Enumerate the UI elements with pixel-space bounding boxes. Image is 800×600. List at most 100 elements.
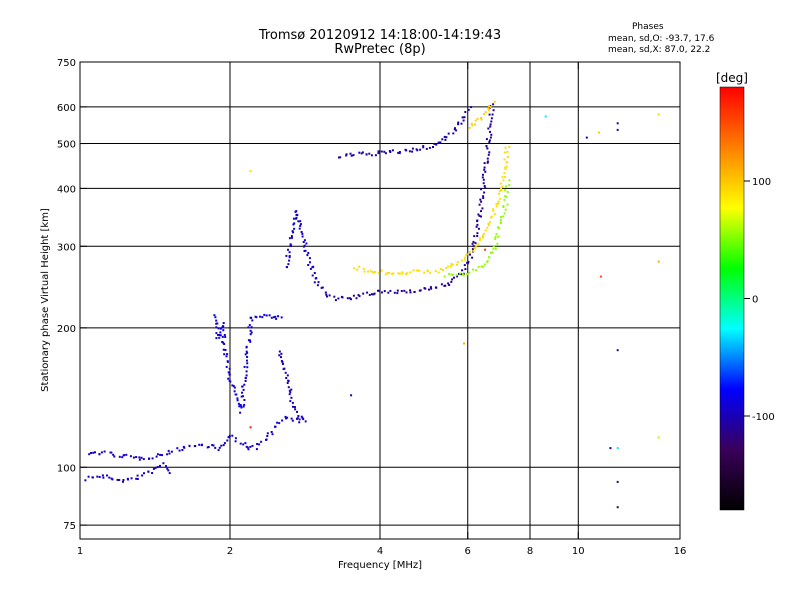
- trace-point: [406, 272, 409, 275]
- trace-point: [405, 149, 408, 152]
- trace-point: [437, 271, 440, 274]
- trace-point: [367, 270, 369, 273]
- trace-point: [275, 317, 278, 320]
- scatter-point: [657, 260, 660, 263]
- trace-point: [216, 322, 219, 325]
- trace-point: [251, 319, 254, 322]
- trace-point: [377, 150, 380, 153]
- trace-point: [440, 283, 443, 286]
- trace-point: [245, 346, 248, 349]
- trace-point: [223, 353, 226, 356]
- trace-point: [290, 388, 293, 391]
- trace-point: [240, 395, 243, 398]
- trace-point: [348, 297, 351, 300]
- trace-point: [222, 322, 225, 324]
- trace-point: [339, 156, 342, 159]
- trace-point: [246, 351, 249, 354]
- trace-point: [282, 368, 285, 371]
- x-tick-label: 4: [377, 546, 383, 557]
- trace-point: [456, 275, 459, 278]
- trace-point: [287, 248, 289, 251]
- y-tick-label: 600: [57, 103, 76, 114]
- trace-point: [483, 168, 486, 171]
- trace-point: [444, 138, 447, 141]
- trace-point: [110, 451, 113, 454]
- y-axis-label: Stationary phase Virtual Height [km]: [40, 208, 51, 392]
- trace-point: [377, 289, 379, 292]
- trace-point: [217, 334, 220, 336]
- trace-point: [288, 237, 291, 240]
- y-tick-label: 200: [57, 324, 76, 335]
- trace-point: [487, 153, 490, 156]
- trace-point: [90, 452, 92, 454]
- trace-point: [462, 274, 465, 277]
- trace-point: [374, 271, 377, 273]
- trace-point: [506, 203, 509, 206]
- trace-point: [312, 265, 315, 268]
- trace-point: [218, 446, 221, 449]
- scatter-point: [616, 128, 619, 131]
- trace-point: [488, 105, 490, 108]
- trace-point: [296, 214, 299, 216]
- trace-point: [476, 223, 479, 226]
- trace-point: [487, 160, 489, 163]
- trace-point: [447, 282, 450, 285]
- trace-point: [299, 224, 302, 227]
- trace-point: [166, 453, 169, 456]
- trace-point: [162, 462, 165, 465]
- trace-point: [345, 154, 348, 157]
- trace-point: [489, 251, 492, 254]
- trace-point: [463, 256, 466, 259]
- trace-point: [489, 106, 492, 109]
- trace-point: [472, 240, 475, 243]
- scatter-point: [616, 447, 619, 450]
- trace-point: [506, 151, 509, 153]
- trace-point: [384, 152, 387, 155]
- trace-point: [270, 316, 273, 319]
- trace-point: [483, 162, 486, 165]
- trace-point: [215, 319, 218, 322]
- trace-point: [494, 248, 497, 251]
- trace-point: [285, 377, 288, 379]
- trace-point: [291, 419, 294, 422]
- trace-point: [492, 209, 495, 212]
- phases-mean-o: mean, sd,O: -93.7, 17.6: [608, 34, 715, 44]
- trace-point: [227, 371, 230, 374]
- trace-point: [399, 272, 401, 275]
- trace-point: [463, 264, 466, 267]
- trace-point: [492, 208, 495, 211]
- trace-point: [138, 456, 141, 459]
- trace-point: [486, 147, 489, 150]
- trace-point: [400, 290, 403, 292]
- trace-point: [290, 244, 293, 247]
- trace-point: [362, 267, 365, 270]
- trace-point: [491, 251, 494, 254]
- trace-point: [116, 478, 119, 481]
- trace-point: [91, 476, 94, 479]
- trace-point: [462, 119, 465, 122]
- trace-point: [356, 268, 359, 271]
- trace-point: [481, 176, 484, 179]
- trace-point: [219, 334, 222, 337]
- trace-point: [298, 418, 301, 421]
- trace-point: [300, 415, 303, 418]
- trace-point: [291, 230, 294, 233]
- trace-point: [355, 297, 358, 300]
- trace-point: [165, 465, 167, 468]
- data-points: [84, 100, 660, 509]
- trace-point: [411, 150, 414, 153]
- trace-point: [286, 374, 289, 377]
- colorbar-tick-label: -100: [752, 412, 775, 423]
- trace-point: [272, 316, 275, 319]
- trace-point: [108, 476, 111, 479]
- trace-point: [482, 236, 484, 239]
- scatter-point: [597, 131, 600, 134]
- trace-point: [460, 259, 463, 262]
- trace-point: [497, 226, 499, 229]
- trace-point: [151, 457, 154, 460]
- trace-point: [215, 326, 218, 329]
- scatter-point: [599, 275, 602, 278]
- trace-point: [287, 386, 290, 389]
- trace-point: [494, 237, 497, 240]
